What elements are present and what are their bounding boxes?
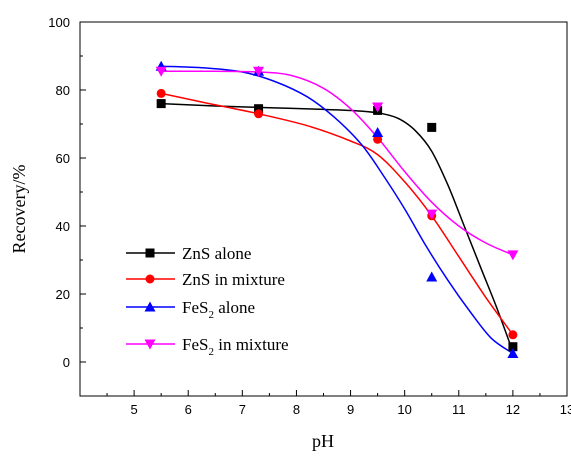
- y-tick-label: 20: [56, 287, 70, 302]
- x-tick-label: 12: [506, 402, 520, 417]
- legend-marker: [144, 339, 156, 350]
- data-point: [507, 348, 519, 358]
- legend-label: FeS2 alone: [182, 298, 255, 321]
- data-point: [508, 330, 518, 340]
- data-markers: [155, 60, 519, 358]
- y-axis-title: Recovery/%: [9, 165, 29, 254]
- data-point: [156, 99, 166, 109]
- x-axis-title: pH: [312, 431, 334, 451]
- x-tick-label: 10: [397, 402, 411, 417]
- data-point: [155, 66, 167, 77]
- x-tick-label: 11: [452, 402, 466, 417]
- data-point: [373, 134, 383, 144]
- x-tick-label: 9: [347, 402, 354, 417]
- data-point: [426, 271, 438, 282]
- legend-label: FeS2 in mixture: [182, 335, 289, 358]
- x-tick-label: 8: [293, 402, 300, 417]
- series-curve: [161, 65, 514, 355]
- legend-label-rest: in mixture: [214, 335, 289, 354]
- x-tick-label: 5: [130, 402, 137, 417]
- data-point: [156, 88, 166, 98]
- legend-label-subscript: 2: [208, 346, 214, 358]
- data-point: [372, 102, 384, 113]
- series-curve: [161, 102, 514, 353]
- legend-marker: [145, 248, 155, 258]
- series-curve: [161, 70, 514, 256]
- x-tick-label: 6: [185, 402, 192, 417]
- legend-label: ZnS in mixture: [182, 270, 285, 289]
- data-point: [427, 122, 437, 132]
- legend-label-subscript: 2: [208, 309, 214, 321]
- y-tick-label: 0: [63, 355, 70, 370]
- y-tick-label: 60: [56, 151, 70, 166]
- x-tick-label: 7: [239, 402, 246, 417]
- data-point: [254, 104, 264, 114]
- legend-label-main: ZnS alone: [182, 244, 251, 263]
- series-curve: [161, 92, 514, 336]
- legend-label-main: FeS: [182, 298, 208, 317]
- y-tick-label: 80: [56, 83, 70, 98]
- data-point: [254, 109, 264, 119]
- data-point: [253, 66, 265, 77]
- axis-ticks: 5 6 7 8 9 10 11 12 13 0 20 40 60 80 100: [48, 15, 571, 417]
- legend-label: ZnS alone: [182, 244, 251, 263]
- legend-label-main: FeS: [182, 335, 208, 354]
- x-tick-label: 13: [560, 402, 571, 417]
- legend-marker: [145, 274, 155, 284]
- data-point: [426, 209, 438, 220]
- y-tick-label: 100: [48, 15, 70, 30]
- data-point: [372, 127, 384, 137]
- legend-label-rest: alone: [214, 298, 255, 317]
- legend-marker: [144, 301, 156, 312]
- data-point: [507, 250, 519, 261]
- legend-label-main: ZnS in mixture: [182, 270, 285, 289]
- y-tick-label: 40: [56, 219, 70, 234]
- data-point: [508, 342, 518, 352]
